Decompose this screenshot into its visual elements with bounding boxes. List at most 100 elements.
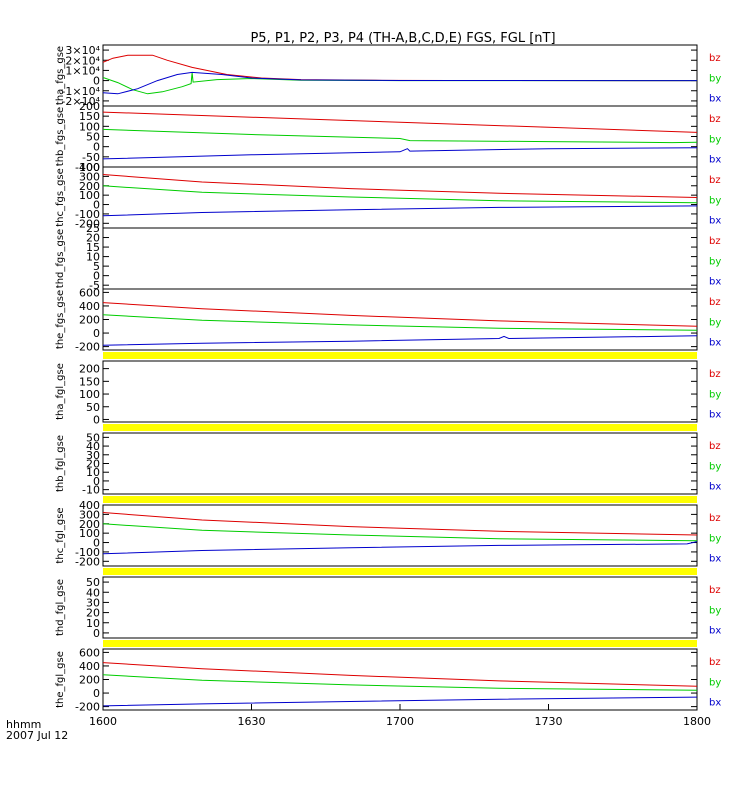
legend-bx: bx — [709, 93, 721, 104]
y-tick-label: 0 — [93, 270, 100, 283]
data-gap-bar — [103, 568, 697, 575]
y-tick-label: -1×10⁴ — [61, 85, 100, 98]
y-tick-label: 0 — [93, 75, 100, 88]
legend-bx: bx — [709, 409, 721, 420]
legend-by: by — [709, 73, 721, 84]
y-tick-label: 200 — [79, 314, 100, 327]
panel-frame — [102, 227, 698, 290]
chart-title: P5, P1, P2, P3, P4 (TH-A,B,C,D,E) FGS, F… — [250, 31, 555, 46]
series-bx — [103, 205, 697, 217]
legend-bz: bz — [709, 53, 721, 64]
y-tick-label: -100 — [75, 161, 100, 174]
series-bz — [103, 111, 697, 133]
y-tick-label: -200 — [75, 341, 100, 354]
legend-bx: bx — [709, 276, 721, 287]
y-tick-label: 600 — [79, 286, 100, 299]
legend-bz: bz — [709, 513, 721, 524]
y-tick-label: 0 — [93, 413, 100, 426]
y-tick-label: 100 — [79, 120, 100, 133]
y-tick-label: 10 — [86, 617, 100, 630]
series-by — [103, 314, 697, 331]
y-tick-label: 0 — [93, 141, 100, 154]
legend-bx: bx — [709, 154, 721, 165]
legend-bz: bz — [709, 657, 721, 668]
legend-by: by — [709, 461, 721, 472]
series-bx — [103, 696, 697, 707]
y-tick-label: -100 — [75, 208, 100, 221]
y-tick-label: 200 — [79, 518, 100, 531]
y-tick-label: -200 — [75, 701, 100, 714]
panel-frame — [102, 360, 698, 423]
legend-bz: bz — [709, 369, 721, 380]
series-by — [103, 128, 697, 144]
data-gap-bar — [103, 352, 697, 359]
y-tick-label: -200 — [75, 555, 100, 568]
series-bx — [103, 147, 697, 160]
x-tick-label: 1700 — [386, 715, 414, 728]
y-tick-label: -200 — [75, 217, 100, 230]
series-bx — [103, 541, 697, 555]
y-tick-label: 400 — [79, 161, 100, 174]
y-axis-label: thc_fgs_gse — [55, 168, 66, 227]
y-tick-label: 150 — [79, 375, 100, 388]
y-axis-label: tha_fgl_gse — [55, 363, 66, 420]
legend-bx: bx — [709, 697, 721, 708]
y-tick-label: 400 — [79, 300, 100, 313]
y-tick-label: 5 — [93, 260, 100, 273]
legend-bx: bx — [709, 481, 721, 492]
y-tick-label: 400 — [79, 660, 100, 673]
y-tick-label: -10 — [82, 484, 100, 497]
panel-frame — [102, 166, 698, 229]
series-bx — [103, 71, 697, 95]
y-tick-label: -5 — [89, 279, 100, 292]
series-bz — [103, 662, 697, 687]
y-tick-label: 0 — [93, 199, 100, 212]
y-axis-label: the_fgl_gse — [55, 651, 66, 708]
y-tick-label: 30 — [86, 596, 100, 609]
y-axis-label: thc_fgl_gse — [55, 507, 66, 563]
legend-by: by — [709, 317, 721, 328]
series-bz — [103, 302, 697, 327]
y-axis-label: tha_fgs_gse — [55, 46, 66, 105]
series-by — [103, 185, 697, 204]
y-tick-label: 20 — [86, 458, 100, 471]
y-tick-label: 20 — [86, 232, 100, 245]
y-tick-label: 150 — [79, 110, 100, 123]
y-tick-label: 2×10⁴ — [65, 54, 100, 67]
legend-by: by — [709, 389, 721, 400]
data-gap-bar — [103, 640, 697, 647]
legend-bz: bz — [709, 114, 721, 125]
y-tick-label: 200 — [79, 674, 100, 687]
y-tick-label: 0 — [93, 327, 100, 340]
date-label: 2007 Jul 12 — [6, 729, 69, 742]
y-tick-label: 1×10⁴ — [65, 64, 100, 77]
legend-by: by — [709, 134, 721, 145]
series-bx — [103, 335, 697, 346]
x-tick-label: 1630 — [238, 715, 266, 728]
legend-bz: bz — [709, 297, 721, 308]
series-by — [103, 674, 697, 691]
legend-bx: bx — [709, 215, 721, 226]
y-tick-label: 0 — [93, 627, 100, 640]
y-tick-label: 300 — [79, 170, 100, 183]
legend-by: by — [709, 195, 721, 206]
legend-by: by — [709, 677, 721, 688]
y-tick-label: 20 — [86, 607, 100, 620]
legend-by: by — [709, 256, 721, 267]
y-tick-label: 50 — [86, 431, 100, 444]
y-tick-label: 3×10⁴ — [65, 44, 100, 57]
y-tick-label: 100 — [79, 388, 100, 401]
y-tick-label: 40 — [86, 440, 100, 453]
y-tick-label: 300 — [79, 508, 100, 521]
y-tick-label: 30 — [86, 449, 100, 462]
y-tick-label: 100 — [79, 189, 100, 202]
panel-frame — [102, 432, 698, 495]
y-tick-label: 25 — [86, 222, 100, 235]
